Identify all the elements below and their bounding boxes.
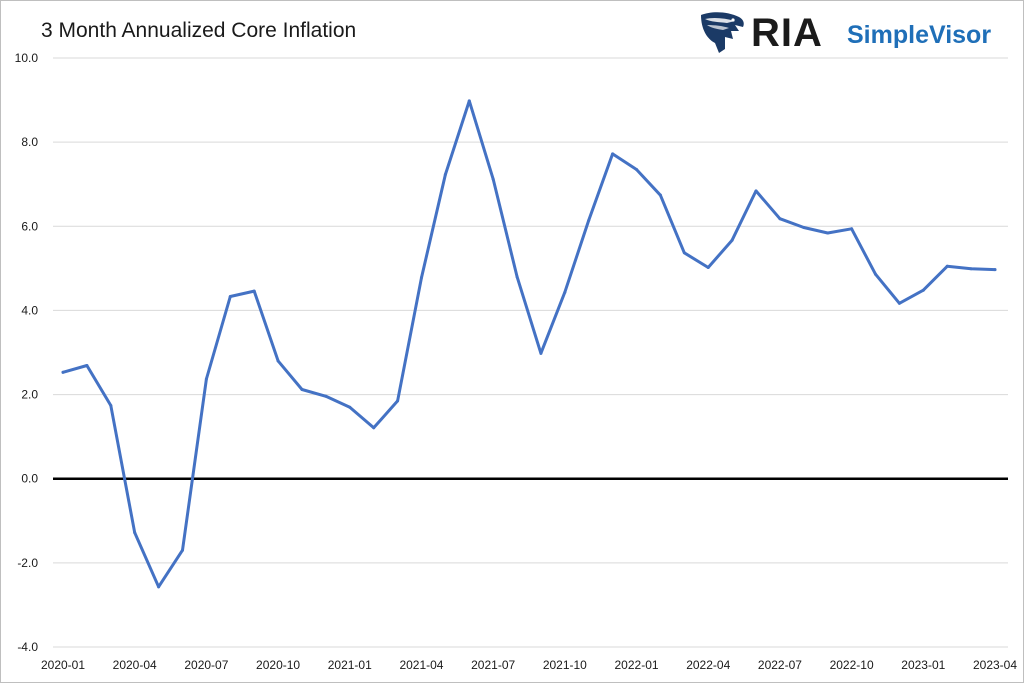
data-point	[109, 404, 113, 408]
x-tick-label: 2020-10	[256, 658, 300, 672]
data-point	[874, 272, 878, 276]
x-tick-label: 2022-07	[758, 658, 802, 672]
data-point	[133, 531, 137, 535]
series-layer	[61, 99, 997, 589]
data-point	[396, 399, 400, 403]
y-tick-label: 8.0	[21, 135, 38, 149]
data-point	[324, 394, 328, 398]
series-line	[61, 99, 997, 589]
data-point	[706, 266, 710, 270]
y-tick-label: 4.0	[21, 303, 38, 317]
data-point	[372, 426, 376, 430]
data-point	[682, 251, 686, 255]
data-point	[443, 173, 447, 177]
data-point	[419, 276, 423, 280]
y-tick-label: -2.0	[17, 556, 38, 570]
y-axis-tick-labels: 10.0 8.0 6.0 4.0 2.0 0.0 -2.0 -4.0	[15, 51, 39, 654]
data-point	[515, 275, 519, 279]
y-tick-label: 10.0	[15, 51, 39, 65]
data-point	[157, 585, 161, 589]
data-point	[300, 388, 304, 392]
x-tick-label: 2023-01	[901, 658, 945, 672]
x-tick-label: 2020-04	[113, 658, 157, 672]
x-tick-label: 2020-01	[41, 658, 85, 672]
data-point	[921, 288, 925, 292]
x-tick-label: 2021-07	[471, 658, 515, 672]
brand-name: RIA	[751, 11, 823, 55]
data-point	[467, 99, 471, 103]
data-point	[897, 301, 901, 305]
data-point	[611, 152, 615, 156]
grid-lines	[53, 57, 1008, 648]
data-point	[85, 364, 89, 368]
chart-title: 3 Month Annualized Core Inflation	[41, 19, 357, 42]
data-point	[348, 405, 352, 409]
x-tick-label: 2021-10	[543, 658, 587, 672]
data-point	[826, 231, 830, 235]
data-point	[635, 167, 639, 171]
data-point	[491, 177, 495, 181]
x-tick-label: 2020-07	[184, 658, 228, 672]
data-point	[180, 548, 184, 552]
data-point	[563, 290, 567, 294]
data-point	[730, 238, 734, 242]
brand-product: SimpleVisor	[847, 21, 992, 49]
y-tick-label: -4.0	[17, 640, 38, 654]
data-point	[778, 217, 782, 221]
data-point	[276, 359, 280, 363]
eagle-icon	[701, 12, 744, 53]
x-tick-label: 2021-01	[328, 658, 372, 672]
data-point	[587, 218, 591, 222]
y-tick-label: 6.0	[21, 219, 38, 233]
data-point	[993, 268, 997, 272]
brand-logo: RIA SimpleVisor	[697, 9, 997, 57]
x-tick-label: 2021-04	[399, 658, 443, 672]
data-point	[539, 351, 543, 355]
x-axis-tick-labels: 2020-01 2020-04 2020-07 2020-10 2021-01 2021-…	[41, 658, 1017, 672]
data-point	[850, 227, 854, 231]
x-tick-label: 2022-01	[615, 658, 659, 672]
x-tick-label: 2022-04	[686, 658, 730, 672]
data-point	[969, 267, 973, 271]
data-point	[802, 226, 806, 230]
x-tick-label: 2022-10	[830, 658, 874, 672]
data-point	[61, 370, 65, 374]
data-point	[754, 189, 758, 193]
y-tick-label: 0.0	[21, 472, 38, 486]
x-tick-label: 2023-04	[973, 658, 1017, 672]
y-tick-label: 2.0	[21, 388, 38, 402]
data-point	[945, 264, 949, 268]
data-point	[252, 289, 256, 293]
data-point	[204, 377, 208, 381]
data-point	[228, 295, 232, 299]
data-point	[658, 193, 662, 197]
